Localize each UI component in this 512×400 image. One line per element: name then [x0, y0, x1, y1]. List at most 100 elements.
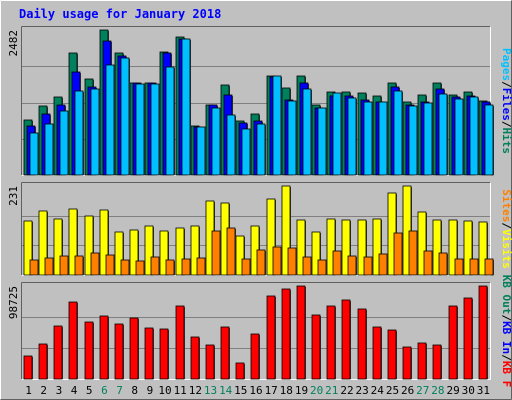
- x-tick-label-day-25: 25: [386, 384, 399, 397]
- panel-legend: Sites/Visits: [500, 189, 512, 269]
- bar-kb-f-day-14: [220, 326, 230, 380]
- bar-kb-f-day-5: [84, 321, 94, 380]
- bar-pages-day-29: [454, 98, 464, 176]
- bar-pages-day-17: [272, 75, 282, 176]
- x-tick-label-day-4: 4: [71, 384, 78, 397]
- legend-entry-files: Files: [500, 88, 512, 121]
- bar-visits-day-6: [99, 209, 109, 276]
- bar-sites-day-31: [484, 258, 494, 276]
- bar-pages-day-10: [165, 66, 175, 176]
- bar-sites-day-12: [196, 257, 206, 276]
- bar-sites-day-23: [363, 256, 373, 276]
- bar-visits-day-17: [266, 198, 276, 276]
- bar-pages-day-5: [90, 88, 100, 176]
- bar-kb-f-day-9: [144, 327, 154, 380]
- bar-pages-day-19: [302, 88, 312, 176]
- x-tick-label-day-22: 22: [340, 384, 353, 397]
- bar-sites-day-29: [454, 258, 464, 276]
- bar-pages-day-7: [120, 57, 130, 176]
- bar-sites-day-17: [272, 246, 282, 276]
- legend-separator: /: [500, 121, 512, 128]
- bar-kb-f-day-31: [478, 285, 488, 380]
- bar-kb-f-day-30: [463, 297, 473, 380]
- bar-sites-day-19: [302, 256, 312, 276]
- x-tick-label-day-31: 31: [477, 384, 490, 397]
- bar-sites-day-4: [74, 255, 84, 276]
- bar-kb-f-day-29: [448, 305, 458, 380]
- bar-pages-day-25: [393, 90, 403, 176]
- bar-sites-day-6: [105, 254, 115, 276]
- bar-pages-day-3: [59, 110, 69, 176]
- bar-visits-day-29: [448, 219, 458, 276]
- bar-pages-day-31: [484, 104, 494, 176]
- bar-pages-day-21: [332, 92, 342, 176]
- x-tick-label-day-11: 11: [174, 384, 187, 397]
- panel-visits_sites: 231 Sites/Visits: [7, 182, 512, 276]
- x-tick-label-day-14: 14: [219, 384, 233, 397]
- bar-visits-day-4: [68, 208, 78, 276]
- legend-separator: /: [500, 81, 512, 88]
- bar-sites-day-7: [120, 259, 130, 276]
- bar-kb-f-day-4: [68, 301, 78, 380]
- bar-pages-day-27: [423, 102, 433, 176]
- x-tick-label-day-13: 13: [204, 384, 217, 397]
- bar-kb-f-day-12: [190, 336, 200, 380]
- x-tick-label-day-7: 7: [116, 384, 123, 397]
- bar-visits-day-9: [144, 225, 154, 276]
- bar-pages-day-12: [196, 126, 206, 176]
- bar-kb-f-day-7: [114, 323, 124, 380]
- x-tick-label-day-26: 26: [401, 384, 414, 397]
- bar-kb-f-day-22: [341, 299, 351, 380]
- x-tick-label-day-24: 24: [371, 384, 385, 397]
- bar-kb-f-day-13: [205, 344, 215, 380]
- bar-kb-f-day-11: [175, 305, 185, 380]
- bar-kb-f-day-25: [387, 329, 397, 380]
- bar-pages-day-13: [211, 107, 221, 176]
- bar-visits-day-23: [357, 219, 367, 276]
- bar-kb-f-day-28: [432, 344, 442, 380]
- bar-kb-f-day-20: [311, 314, 321, 380]
- bar-pages-day-26: [408, 105, 418, 176]
- bar-sites-day-16: [256, 249, 266, 276]
- bar-visits-day-31: [478, 221, 488, 276]
- bar-visits-day-26: [402, 185, 412, 276]
- x-tick-label-day-28: 28: [431, 384, 444, 397]
- bar-sites-day-30: [469, 258, 479, 276]
- x-tick-label-day-16: 16: [249, 384, 262, 397]
- bar-visits-day-21: [326, 218, 336, 276]
- bar-sites-day-22: [347, 255, 357, 276]
- bar-sites-day-28: [438, 252, 448, 276]
- x-tick-label-day-3: 3: [56, 384, 63, 397]
- x-tick-label-day-30: 30: [462, 384, 475, 397]
- bar-visits-day-2: [38, 210, 48, 276]
- bar-pages-day-22: [347, 97, 357, 176]
- bar-visits-day-19: [296, 219, 306, 276]
- bar-pages-day-28: [438, 93, 448, 176]
- bar-sites-day-26: [408, 230, 418, 276]
- bar-visits-day-5: [84, 215, 94, 276]
- bar-kb-f-day-21: [326, 305, 336, 380]
- bar-pages-day-9: [150, 83, 160, 176]
- chart-title: Daily usage for January 2018: [19, 7, 221, 21]
- bar-visits-day-1: [23, 220, 33, 276]
- bar-sites-day-14: [226, 227, 236, 276]
- bar-sites-day-10: [165, 259, 175, 276]
- bar-visits-day-18: [281, 185, 291, 276]
- legend-separator: /: [500, 222, 512, 229]
- x-tick-label-day-6: 6: [101, 384, 108, 397]
- bar-kb-f-day-16: [250, 333, 260, 380]
- bar-sites-day-15: [241, 258, 251, 276]
- panel-legend: Pages/Files/Hits: [500, 48, 512, 154]
- max-value-label: 231: [7, 186, 20, 206]
- bar-sites-day-3: [59, 255, 69, 276]
- bar-pages-day-6: [105, 64, 115, 176]
- bar-sites-day-18: [287, 247, 297, 276]
- x-tick-label-day-2: 2: [40, 384, 47, 397]
- bar-kb-f-day-27: [417, 342, 427, 380]
- legend-entry-visits: Visits: [500, 229, 512, 269]
- panel-kbytes: 98725 KB Out/KB In/KB F: [7, 275, 512, 388]
- bar-sites-day-5: [90, 252, 100, 276]
- legend-entry-sites: Sites: [500, 189, 512, 222]
